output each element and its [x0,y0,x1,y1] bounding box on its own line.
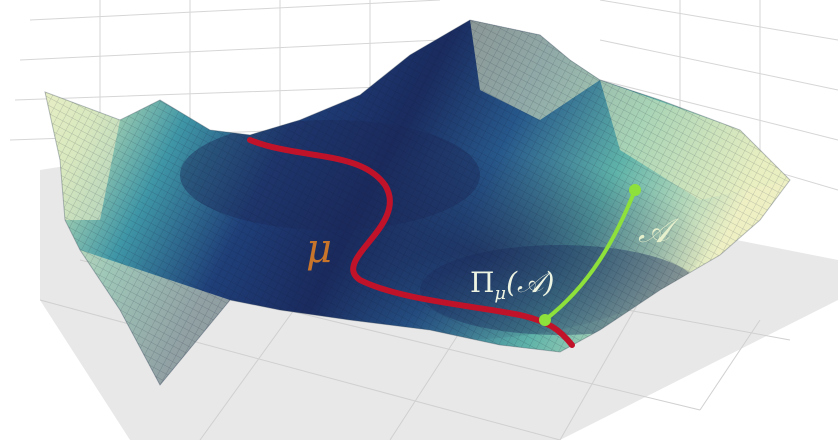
projection-subscript: μ [494,283,506,304]
mu-label: μ [306,226,332,272]
point-a [629,184,641,196]
projection-label: Πμ(𝒜) [470,266,554,304]
projected-point [539,314,551,326]
projection-argument: (𝒜) [506,266,554,299]
projection-path [543,188,637,322]
projection-symbol: Π [470,266,494,299]
manifold-curve-mu [247,137,575,348]
back-wall-grid [9,0,838,220]
